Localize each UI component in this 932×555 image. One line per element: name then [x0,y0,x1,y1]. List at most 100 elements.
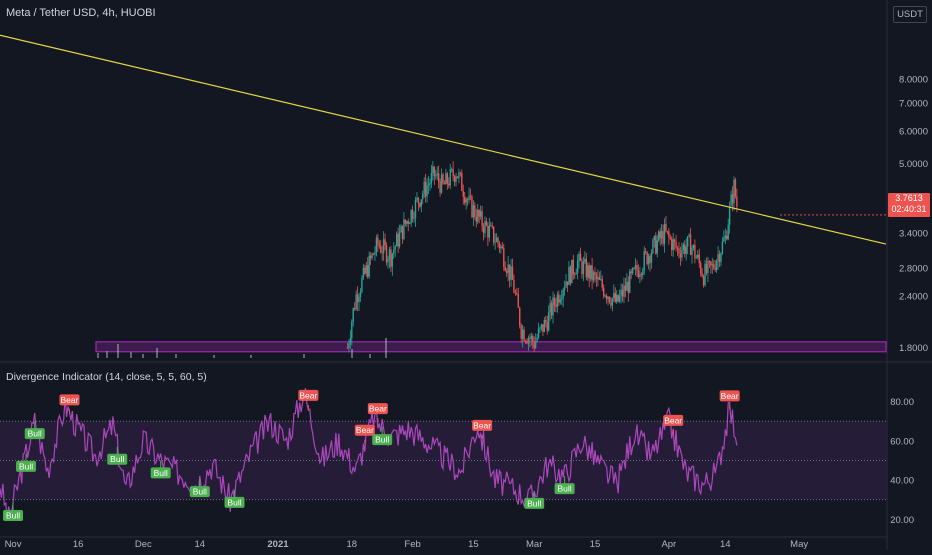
candle-body [589,265,592,279]
candle-body [505,270,508,273]
candle-body [416,197,418,200]
candle-body [511,266,514,280]
symbol-title: Meta / Tether USD, 4h, HUOBI [6,7,156,19]
candle-body [346,347,349,349]
candle-body [348,343,350,348]
candle-body [368,255,370,277]
candle-body [448,183,450,186]
last-price: 3.7613 [895,193,923,203]
candle-body [504,266,506,271]
price-tick-label: 2.4000 [899,291,928,302]
candle-body [406,221,408,224]
candle-body [435,175,437,177]
candle-body [594,272,596,275]
candle-body [364,267,366,274]
candle-body [715,260,718,270]
candle-body [669,236,671,239]
time-tick-label: 18 [347,539,358,550]
candle-body [475,216,477,222]
candle-body [559,299,561,303]
candle-body [539,327,541,329]
candle-body [600,279,602,281]
bear-label-bg [59,394,80,406]
candle-body [374,252,376,255]
candle-body [524,340,527,342]
candle-body [721,241,724,254]
candle-body [561,298,563,300]
candle-body [378,244,381,247]
candle-body [613,292,615,299]
candle-body [605,295,608,300]
bear-label-bg [367,403,388,415]
candle-body [646,252,648,265]
candle-body [471,196,473,218]
candle-body [624,285,627,291]
candle-body [711,264,713,266]
candle-body [390,249,392,267]
candle-body [413,218,415,220]
candle-body [530,335,533,339]
candle-body [682,244,685,250]
candle-body [574,274,576,275]
candle-body [540,324,543,328]
candle-body [365,265,367,274]
candle-body [695,257,698,259]
rsi-tick-label: 40.00 [890,476,914,487]
candle-body [676,247,679,249]
candle-body [430,173,433,184]
candle-body [391,253,394,267]
time-tick-label: Dec [135,539,152,550]
candle-body [409,223,411,225]
candle-body [576,260,579,273]
candle-body [717,254,719,261]
candle-body [375,237,378,253]
candle-body [542,324,544,332]
candle-body [452,169,454,177]
candle-body [699,262,702,274]
candle-body [369,255,372,259]
candle-body [649,255,651,263]
candle-body [410,209,412,224]
candle-body [510,266,512,280]
currency-badge[interactable]: USDT [893,6,927,23]
candle-body [516,293,518,295]
rsi-tick-label: 80.00 [890,397,914,408]
candle-body [440,174,443,193]
candle-body [351,321,353,339]
candle-body [617,294,619,302]
bull-label: Bull [227,497,241,507]
bear-label: Bear [473,420,491,430]
candle-body [691,247,693,255]
candle-body [629,271,631,293]
time-tick-label: 15 [468,539,479,550]
candle-body [634,265,637,269]
candle-body [500,246,502,249]
time-tick-label: Feb [404,539,420,550]
candle-body [639,274,641,278]
candle-body [514,292,517,294]
candle-body [424,181,427,197]
candle-body [397,233,399,247]
candle-body [736,196,738,207]
candle-body [723,238,725,242]
bull-label: Bull [193,487,207,497]
support-zone [95,341,887,353]
candle-body [356,294,359,303]
candle-body [382,239,385,253]
candle-body [417,197,420,203]
candle-body [660,231,663,239]
candle-body [582,261,585,275]
candle-body [449,169,451,186]
candle-body [653,236,656,240]
candle-body [446,173,449,184]
candle-body [623,285,625,297]
bear-label: Bear [664,415,682,425]
candle-body [572,259,574,275]
price-tick-label: 3.4000 [899,229,928,240]
candle-body [672,239,674,251]
candle-body [650,252,653,263]
candle-body [429,183,431,185]
candle-body [497,237,499,243]
